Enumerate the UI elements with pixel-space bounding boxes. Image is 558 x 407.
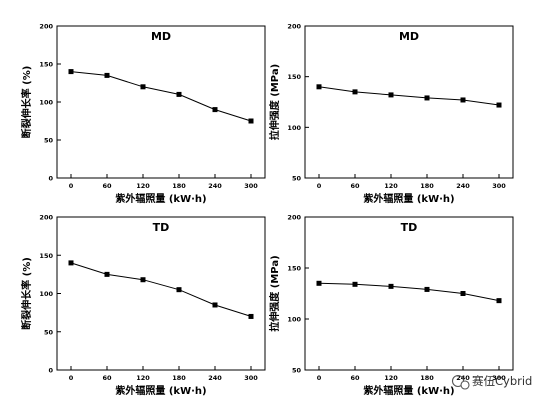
plot-frame bbox=[56, 25, 266, 179]
data-point bbox=[460, 97, 466, 103]
x-tick-label: 300 bbox=[492, 182, 506, 190]
data-point bbox=[176, 287, 182, 293]
y-tick-label: 150 bbox=[287, 73, 301, 81]
chart-panel-1: 0 60 120 180 240 300 0 50 100 150 200 MD 紫外辐照量 (kW·h… bbox=[20, 23, 266, 205]
y-axis-label: 拉伸强度 (MPa) bbox=[268, 255, 281, 331]
y-tick-label: 150 bbox=[39, 61, 53, 69]
x-tick-label: 240 bbox=[456, 182, 470, 190]
chart-panel-3: 0 60 120 180 240 300 0 50 100 150 200 TD 紫外辐照量 (kW·h… bbox=[20, 214, 266, 397]
y-tick-label: 150 bbox=[39, 252, 53, 260]
x-tick-label: 180 bbox=[172, 182, 186, 190]
x-tick-label: 120 bbox=[136, 374, 150, 382]
x-tick-label: 0 bbox=[69, 374, 74, 382]
y-tick-label: 100 bbox=[39, 99, 53, 107]
series-line bbox=[318, 282, 500, 302]
x-axis-label: 紫外辐照量 (kW·h) bbox=[363, 192, 454, 205]
y-tick-label: 50 bbox=[292, 175, 302, 183]
data-point bbox=[68, 260, 74, 266]
wechat-logo-icon bbox=[451, 374, 470, 390]
x-axis-label: 紫外辐照量 (kW·h) bbox=[115, 192, 206, 205]
y-tick-label: 100 bbox=[287, 124, 301, 132]
y-tick-label: 50 bbox=[44, 328, 54, 336]
data-point bbox=[316, 280, 322, 286]
x-tick-label: 60 bbox=[350, 374, 360, 382]
data-point bbox=[352, 281, 358, 287]
x-tick-label: 0 bbox=[69, 182, 74, 190]
y-axis-label: 断裂伸长率 (%) bbox=[20, 257, 33, 330]
data-point bbox=[104, 271, 110, 277]
series-line bbox=[318, 86, 500, 106]
x-tick-label: 60 bbox=[102, 374, 112, 382]
chart-panel-2: 0 60 120 180 240 300 50 100 150 200 MD 紫外辐照量 (kW·h)… bbox=[268, 23, 514, 205]
x-tick-label: 120 bbox=[384, 374, 398, 382]
x-tick-label: 240 bbox=[208, 374, 222, 382]
x-tick-label: 60 bbox=[102, 182, 112, 190]
y-tick-label: 0 bbox=[48, 175, 53, 183]
data-point bbox=[248, 118, 254, 124]
x-tick-label: 120 bbox=[136, 182, 150, 190]
x-tick-label: 60 bbox=[350, 182, 360, 190]
x-tick-label: 300 bbox=[244, 374, 258, 382]
data-point bbox=[248, 313, 254, 319]
data-point bbox=[212, 302, 218, 308]
y-tick-label: 200 bbox=[39, 23, 53, 31]
data-point bbox=[212, 107, 218, 113]
y-tick-label: 150 bbox=[287, 265, 301, 273]
x-axis-label: 紫外辐照量 (kW·h) bbox=[115, 384, 206, 397]
x-tick-label: 0 bbox=[317, 182, 322, 190]
x-tick-label: 180 bbox=[420, 182, 434, 190]
data-point bbox=[68, 69, 74, 75]
y-tick-label: 200 bbox=[287, 23, 301, 31]
data-point bbox=[140, 277, 146, 283]
data-point bbox=[496, 298, 502, 304]
plot-frame bbox=[304, 216, 514, 371]
y-tick-label: 200 bbox=[287, 214, 301, 222]
data-point bbox=[176, 91, 182, 97]
x-axis-label: 紫外辐照量 (kW·h) bbox=[363, 384, 454, 397]
series-line bbox=[70, 262, 252, 317]
x-tick-label: 300 bbox=[492, 374, 506, 382]
data-point bbox=[388, 92, 394, 98]
watermark: 赛伍Cybrid bbox=[451, 374, 532, 390]
panel-title: TD bbox=[153, 221, 170, 234]
x-tick-label: 300 bbox=[244, 182, 258, 190]
wechat-logo-bubble-small bbox=[460, 380, 470, 390]
y-tick-label: 0 bbox=[48, 367, 53, 375]
y-tick-label: 100 bbox=[287, 316, 301, 324]
y-tick-label: 50 bbox=[292, 367, 302, 375]
x-tick-label: 0 bbox=[317, 374, 322, 382]
y-tick-label: 100 bbox=[39, 290, 53, 298]
x-tick-label: 240 bbox=[208, 182, 222, 190]
data-point bbox=[460, 291, 466, 296]
data-point bbox=[316, 84, 322, 90]
y-axis-label: 断裂伸长率 (%) bbox=[20, 66, 33, 139]
panel-title: TD bbox=[401, 221, 418, 234]
panel-title: MD bbox=[151, 30, 171, 43]
data-point bbox=[104, 72, 110, 78]
watermark-text: 赛伍Cybrid bbox=[472, 374, 532, 388]
y-tick-label: 50 bbox=[44, 137, 54, 145]
data-point bbox=[424, 286, 430, 292]
x-tick-label: 180 bbox=[420, 374, 434, 382]
data-point bbox=[352, 89, 358, 95]
panel-title: MD bbox=[399, 30, 419, 43]
series-line bbox=[70, 71, 252, 122]
y-tick-label: 200 bbox=[39, 214, 53, 222]
x-tick-label: 180 bbox=[172, 374, 186, 382]
data-point bbox=[496, 102, 502, 108]
y-axis-label: 拉伸强度 (MPa) bbox=[268, 64, 281, 140]
data-point bbox=[388, 283, 394, 289]
plot-frame bbox=[304, 25, 514, 179]
x-tick-label: 120 bbox=[384, 182, 398, 190]
plot-frame bbox=[56, 216, 266, 371]
data-point bbox=[424, 95, 430, 101]
data-point bbox=[140, 84, 146, 90]
